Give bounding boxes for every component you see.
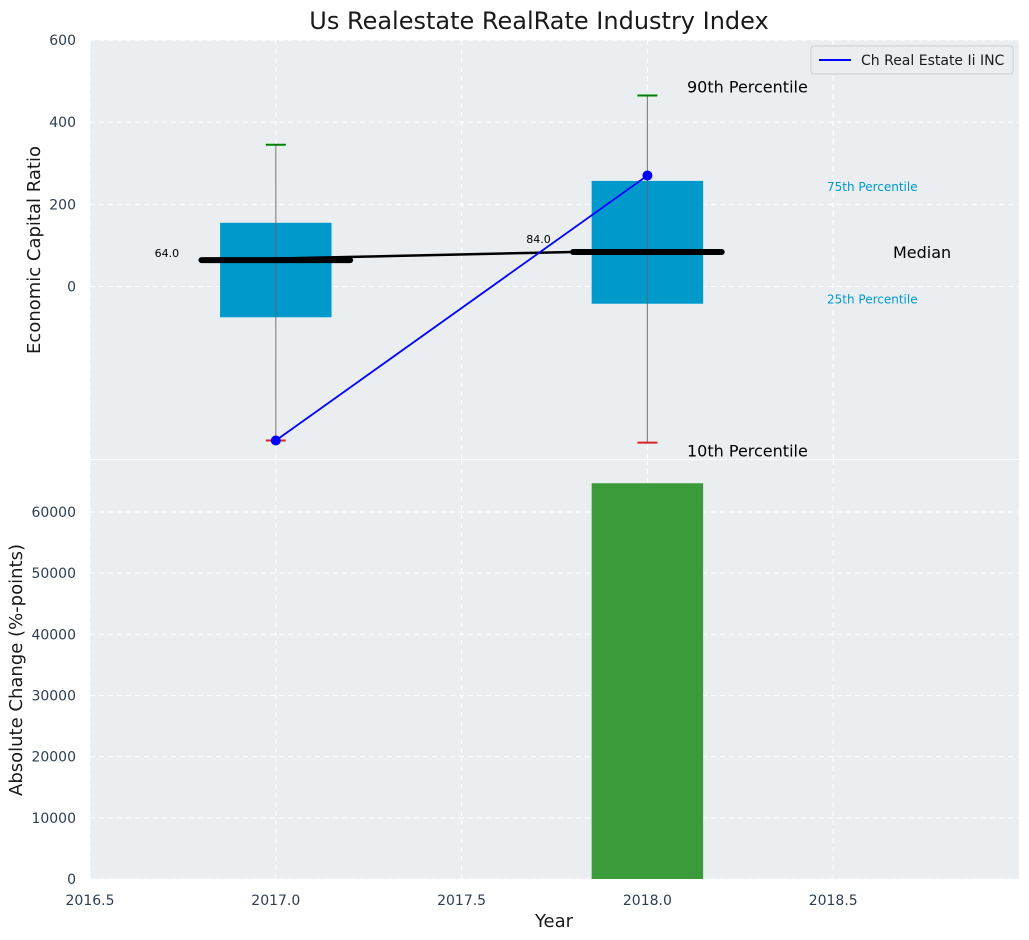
annotation-p25: 25th Percentile — [827, 293, 918, 307]
annotation-p90: 90th Percentile — [687, 77, 808, 96]
y-tick-label: 0 — [67, 872, 76, 888]
bottom-y-ticks: 0 10000 20000 30000 40000 50000 60000 — [31, 505, 76, 888]
y-tick-label: 30000 — [31, 688, 76, 704]
x-tick-label: 2018.5 — [809, 893, 858, 909]
y-tick-label: 10000 — [31, 811, 76, 827]
median-value-label: 84.0 — [526, 233, 551, 246]
annotation-p10: 10th Percentile — [687, 442, 808, 461]
box-plots: 64.0 84.0 — [155, 94, 725, 444]
y-tick-label: 400 — [49, 115, 76, 131]
y-tick-label: 40000 — [31, 627, 76, 643]
median-value-label: 64.0 — [155, 247, 180, 260]
annotation-median: Median — [893, 243, 951, 262]
change-bars — [591, 483, 704, 879]
y-tick-label: 50000 — [31, 566, 76, 582]
chart-title: Us Realestate RealRate Industry Index — [309, 7, 768, 35]
company-line — [275, 174, 648, 442]
top-panel: 0 200 400 600 64.0 84.0 90th Percentile 75th … — [24, 33, 1019, 461]
x-tick-label: 2018.0 — [623, 893, 672, 909]
y-tick-label: 200 — [49, 197, 76, 213]
legend: Ch Real Estate Ii INC — [810, 45, 1014, 75]
top-y-ticks: 0 200 400 600 — [49, 33, 76, 295]
company-point — [270, 435, 281, 446]
x-tick-label: 2017.5 — [437, 893, 486, 909]
y-tick-label: 0 — [67, 279, 76, 295]
company-point — [642, 170, 653, 181]
x-axis-label: Year — [534, 911, 574, 932]
change-bar — [591, 483, 704, 879]
bottom-y-axis-label: Absolute Change (%-points) — [6, 544, 27, 796]
legend-box — [810, 45, 1014, 75]
top-y-axis-label: Economic Capital Ratio — [24, 146, 45, 354]
company-series — [270, 170, 653, 446]
x-ticks: 2016.5 2017.0 2017.5 2018.0 2018.5 — [66, 893, 858, 909]
y-tick-label: 20000 — [31, 750, 76, 766]
bottom-plot-area — [90, 460, 1019, 879]
median-trend-line — [201, 250, 574, 262]
x-tick-label: 2017.0 — [251, 893, 300, 909]
legend-label: Ch Real Estate Ii INC — [861, 53, 1005, 69]
y-tick-label: 60000 — [31, 505, 76, 521]
percentile-annotations: 90th Percentile 75th Percentile Median 25th… — [687, 77, 951, 460]
y-tick-label: 600 — [49, 33, 76, 49]
annotation-p75: 75th Percentile — [827, 180, 918, 194]
x-tick-label: 2016.5 — [66, 893, 115, 909]
